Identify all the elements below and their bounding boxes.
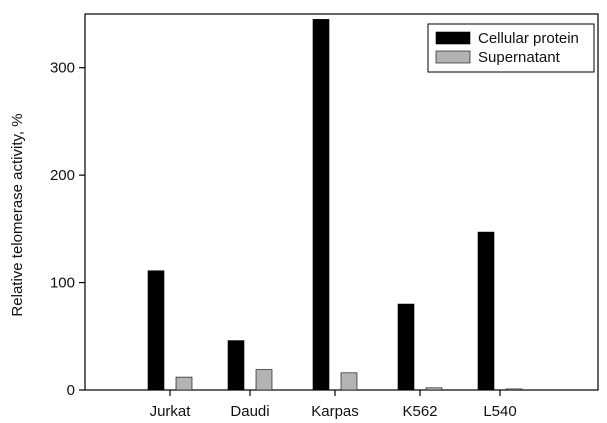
bar-supernatant xyxy=(175,376,193,391)
bar-cellular-protein xyxy=(477,231,495,391)
bar-supernatant xyxy=(425,387,443,391)
plot-area: 0 100 200 300 Jurkat Daudi Karpas K562 L540 xyxy=(50,13,599,420)
legend-label: Cellular protein xyxy=(478,30,579,47)
x-tick-label: Daudi xyxy=(230,403,269,420)
y-axis-title: Relative telomerase activity, % xyxy=(9,113,26,316)
legend: Cellular protein Supernatant xyxy=(427,23,595,73)
bar-cellular-protein xyxy=(312,19,330,391)
x-tick-label: L540 xyxy=(483,403,516,420)
legend-box xyxy=(427,23,595,73)
y-axis-title-group: Relative telomerase activity, % xyxy=(9,113,26,316)
bar-cellular-protein xyxy=(147,270,165,391)
legend-swatch xyxy=(435,31,471,45)
bar-cellular-protein xyxy=(397,303,415,391)
y-tick-label: 0 xyxy=(67,382,75,399)
legend-swatch xyxy=(435,50,471,64)
x-tick-label: Karpas xyxy=(311,403,359,420)
y-tick-label: 100 xyxy=(50,275,75,292)
y-tick-label: 200 xyxy=(50,167,75,184)
x-tick-label: Jurkat xyxy=(150,403,192,420)
bar-supernatant xyxy=(505,388,523,391)
bar-supernatant xyxy=(340,372,358,391)
x-tick-label: K562 xyxy=(402,403,437,420)
bar-supernatant xyxy=(255,369,273,391)
y-tick-label: 300 xyxy=(50,60,75,77)
bar-cellular-protein xyxy=(227,340,245,391)
legend-label: Supernatant xyxy=(478,49,561,66)
